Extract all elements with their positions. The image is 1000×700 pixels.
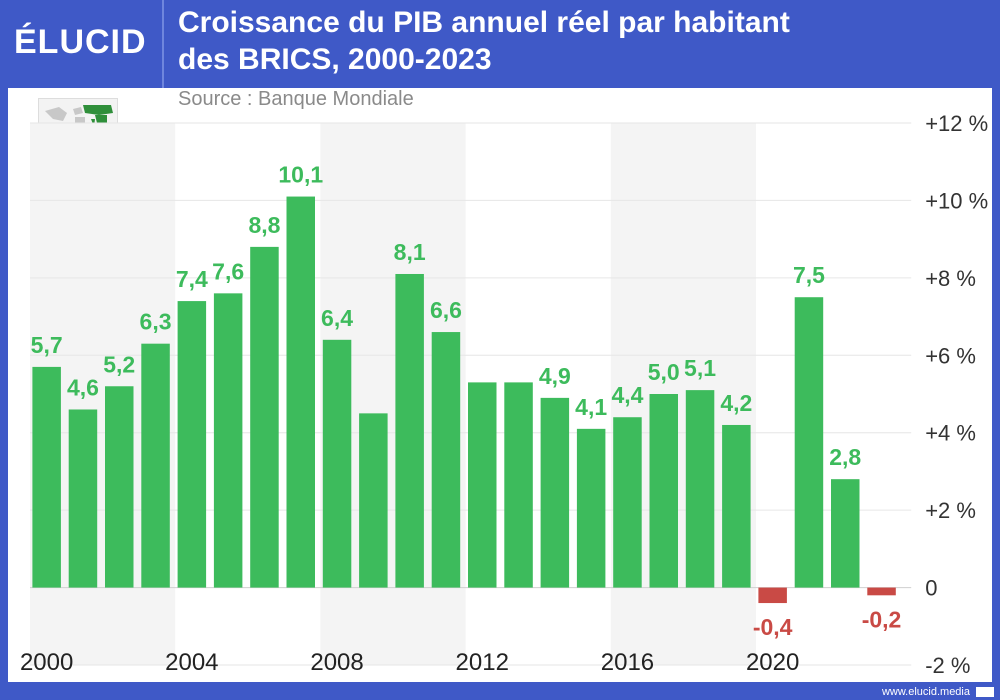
bar-2014	[540, 397, 570, 588]
data-label-2023: -0,2	[862, 606, 902, 632]
data-label-2016: 4,4	[611, 382, 643, 408]
data-label-2020: -0,4	[753, 614, 793, 640]
y-tick-label: +10 %	[925, 188, 988, 213]
x-tick-label-2000: 2000	[20, 649, 73, 676]
data-label-2021: 7,5	[793, 262, 825, 288]
bar-2020	[758, 587, 787, 604]
y-tick-label: 0	[925, 576, 937, 601]
bar-2003	[141, 343, 170, 588]
y-tick-label: +12 %	[925, 111, 988, 136]
x-tick-label-2016: 2016	[601, 649, 654, 676]
data-label-2015: 4,1	[575, 394, 607, 420]
bar-2022	[831, 479, 860, 588]
bar-2021	[794, 297, 824, 588]
data-labels: 5,74,65,26,37,4 7,68,8 10,1 6,4 8,1 6,6 4,94,1…	[31, 162, 902, 640]
data-label-2004: 7,4	[176, 266, 208, 292]
header-divider	[162, 0, 164, 88]
bar-2016	[613, 417, 642, 588]
map-russia	[83, 105, 113, 115]
x-tick-label-2020: 2020	[746, 649, 799, 676]
background-bands	[30, 123, 756, 665]
data-label-2006: 8,8	[248, 212, 280, 238]
elucid-logo[interactable]: ÉLUCID	[14, 23, 147, 61]
map-north-america	[45, 107, 67, 121]
y-tick-label: +4 %	[925, 421, 976, 446]
bar-2006	[250, 246, 279, 588]
bars	[32, 196, 896, 604]
bar-2012	[468, 382, 497, 588]
source-text: Source : Banque Mondiale	[178, 88, 414, 110]
y-axis: -2 % 0 +2 % +4 % +6 % +8 % +10 % +12 %	[925, 111, 988, 678]
bar-2017	[649, 394, 678, 588]
bar-2019	[722, 424, 751, 588]
data-label-2022: 2,8	[829, 444, 861, 470]
data-label-2001: 4,6	[67, 374, 99, 400]
bar-2011	[431, 332, 461, 588]
bar-2023	[867, 587, 896, 596]
bar-2009	[359, 413, 388, 588]
data-label-2000: 5,7	[31, 332, 63, 358]
data-label-2019: 4,2	[720, 390, 752, 416]
data-label-2003: 6,3	[140, 309, 172, 335]
y-tick-label: +6 %	[925, 343, 976, 368]
bar-2004	[177, 301, 207, 588]
data-label-2007: 10,1	[278, 162, 323, 188]
chart-title: Croissance du PIB annuel réel par habita…	[178, 4, 978, 78]
x-tick-label-2012: 2012	[456, 649, 509, 676]
map-china	[95, 115, 107, 123]
chart-panel: Source : Banque Mondiale 5,7 4,6 5,2 6,3 7,4…	[8, 88, 992, 682]
x-axis: 2000 2004 2008 2012 2016 2020	[20, 649, 799, 676]
data-label-2010: 8,1	[394, 239, 426, 265]
bar-2010	[395, 273, 424, 588]
data-label-2014: 4,9	[539, 363, 571, 389]
bar-2015	[576, 428, 606, 588]
chart-title-line-1: Croissance du PIB annuel réel par habita…	[178, 6, 790, 39]
bar-2005	[213, 293, 243, 588]
flag-icon	[976, 687, 994, 697]
data-label-2008: 6,4	[321, 305, 353, 331]
footer-url[interactable]: www.elucid.media	[881, 686, 970, 698]
y-tick-label: -2 %	[925, 653, 970, 678]
bar-2002	[105, 386, 134, 588]
map-europe	[73, 107, 83, 115]
data-label-2018: 5,1	[684, 355, 716, 381]
data-label-2017: 5,0	[648, 359, 680, 385]
bar-chart: 5,74,65,26,37,4 7,68,8 10,1 6,4 8,1 6,6 4,94,1…	[20, 111, 988, 678]
header: ÉLUCID Croissance du PIB annuel réel par…	[0, 0, 1000, 88]
data-label-2002: 5,2	[103, 351, 135, 377]
bar-2001	[68, 409, 98, 588]
x-tick-label-2008: 2008	[310, 649, 363, 676]
y-tick-label: +2 %	[925, 498, 976, 523]
data-label-2005: 7,6	[212, 258, 244, 284]
bar-2007	[286, 196, 315, 588]
bar-2018	[685, 390, 715, 588]
bar-2000	[32, 366, 61, 588]
y-tick-label: +8 %	[925, 266, 976, 291]
bar-2008	[322, 339, 352, 588]
bar-2013	[504, 382, 533, 588]
data-label-2011: 6,6	[430, 297, 462, 323]
chart-title-line-2: des BRICS, 2000-2023	[178, 43, 492, 76]
x-tick-label-2004: 2004	[165, 649, 218, 676]
